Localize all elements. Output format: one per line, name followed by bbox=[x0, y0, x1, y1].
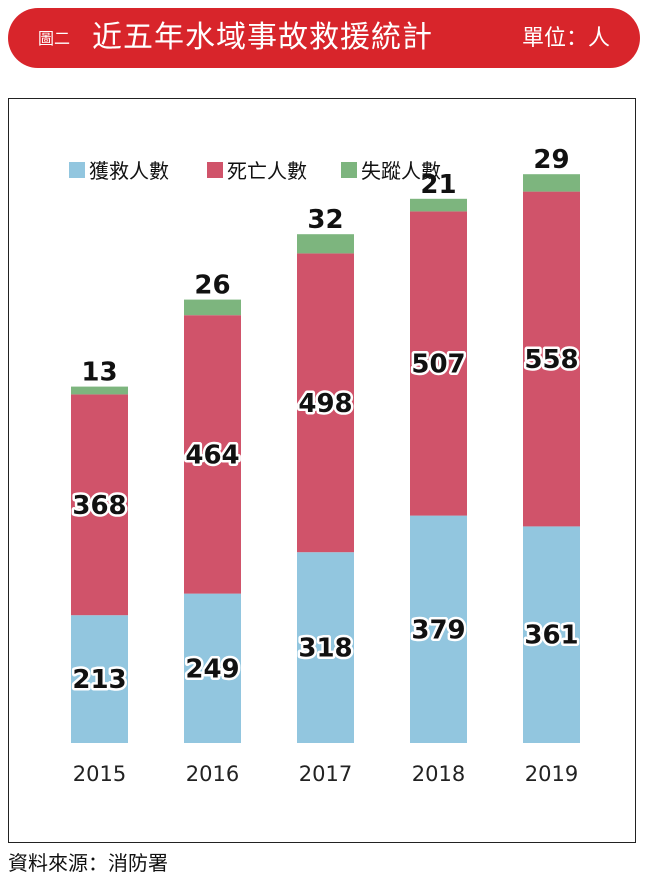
legend-label-2: 死亡人數 bbox=[227, 159, 307, 183]
x-tick-2019: 2019 bbox=[525, 762, 578, 786]
data-label-2015-series-1: 213 bbox=[72, 665, 126, 695]
data-label-2019-series-2: 558 bbox=[524, 345, 578, 375]
data-label-2018-series-1: 379 bbox=[411, 615, 465, 645]
bar-2019-series-1 bbox=[523, 526, 580, 743]
data-label-2019-series-1: 361 bbox=[524, 621, 578, 651]
data-label-2015-series-3: 13 bbox=[81, 358, 117, 388]
figure-label: 圖二 bbox=[38, 29, 71, 48]
title-banner: 圖二 近五年水域事故救援統計 單位：人 bbox=[8, 8, 640, 68]
stacked-bar-chart: 獲救人數 死亡人數 失蹤人數 213 368 13 2015 249 464 26 2016 318 4… bbox=[69, 145, 581, 786]
chart-title: 近五年水域事故救援統計 bbox=[92, 20, 433, 55]
bar-2017-series-3 bbox=[297, 234, 354, 254]
data-label-2015-series-2: 368 bbox=[72, 491, 126, 521]
bar-2015-series-2 bbox=[71, 394, 128, 616]
bar-2018-series-2 bbox=[410, 211, 467, 516]
x-tick-2017: 2017 bbox=[299, 762, 352, 786]
data-label-2016-series-3: 26 bbox=[194, 271, 230, 301]
data-label-2018-series-2: 507 bbox=[411, 350, 465, 380]
unit-label: 單位：人 bbox=[521, 26, 610, 51]
legend-label-3: 失蹤人數 bbox=[361, 159, 441, 183]
bar-2016-series-1 bbox=[184, 593, 241, 743]
bar-2017-series-1 bbox=[297, 552, 354, 743]
bar-2016-series-2 bbox=[184, 315, 241, 594]
legend-swatch-3 bbox=[341, 162, 357, 178]
data-label-2017-series-1: 318 bbox=[298, 634, 352, 664]
data-label-2019-series-3: 29 bbox=[533, 145, 569, 175]
x-tick-2018: 2018 bbox=[412, 762, 465, 786]
data-label-2016-series-2: 464 bbox=[185, 440, 239, 470]
legend-swatch-2 bbox=[207, 162, 223, 178]
data-label-2017-series-3: 32 bbox=[307, 205, 343, 235]
x-tick-2016: 2016 bbox=[186, 762, 239, 786]
bar-2015-series-1 bbox=[71, 615, 128, 743]
legend-swatch-1 bbox=[69, 162, 85, 178]
x-tick-2015: 2015 bbox=[73, 762, 126, 786]
bar-2015-series-3 bbox=[71, 386, 128, 395]
bar-2017-series-2 bbox=[297, 253, 354, 553]
legend-label-1: 獲救人數 bbox=[89, 159, 169, 183]
data-label-2017-series-2: 498 bbox=[298, 389, 352, 419]
data-label-2016-series-1: 249 bbox=[185, 654, 239, 684]
bar-2019-series-2 bbox=[523, 191, 580, 527]
data-label-2018-series-3: 21 bbox=[420, 170, 456, 200]
bar-2019-series-3 bbox=[523, 174, 580, 192]
source-note: 資料來源：消防署 bbox=[8, 851, 168, 875]
chart-frame: 獲救人數 死亡人數 失蹤人數 213 368 13 2015 249 464 26 2016 318 4… bbox=[8, 98, 636, 843]
bar-2018-series-3 bbox=[410, 198, 467, 212]
bar-2018-series-1 bbox=[410, 515, 467, 743]
bar-2016-series-3 bbox=[184, 299, 241, 316]
